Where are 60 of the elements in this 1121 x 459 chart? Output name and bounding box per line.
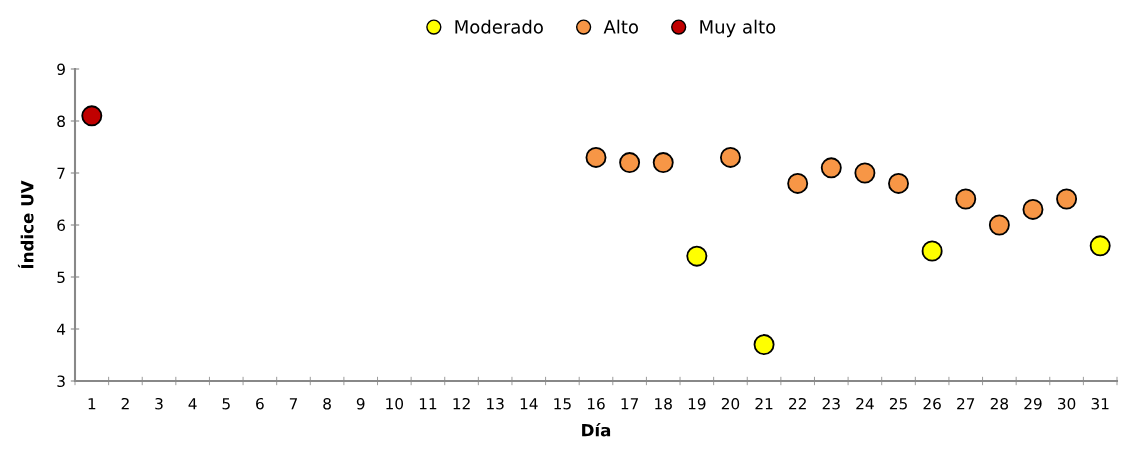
x-tick-label: 4 [188,398,197,410]
x-tick-label: 2 [121,397,129,410]
x-tick-label: 5 [222,398,230,410]
x-tick-label: 10 [386,397,404,410]
x-tick-label: 26 [923,397,941,410]
x-tick-label: 20 [721,397,740,410]
point [1056,188,1078,210]
x-tick-label: 28 [990,397,1009,410]
x-tick-label: 1 [88,398,96,410]
point [854,162,876,184]
point [955,188,977,210]
x-tick-label: 7 [289,398,298,410]
y-tick-label: 9 [57,63,65,76]
x-tick-label: 15 [554,398,571,410]
x-tick-label: 23 [822,397,840,410]
point [585,146,607,168]
point [921,240,943,262]
point [81,105,103,127]
x-tick-label: 22 [789,397,806,410]
point [820,157,842,179]
x-tick-label: 12 [453,397,470,410]
legend-label: Muy alto [700,19,776,38]
x-tick-label: 18 [655,397,672,410]
legend-label: Moderado [455,19,543,34]
y-axis-title: Índice UV [17,180,34,269]
x-tick-label: 9 [356,397,365,410]
x-tick-label: 21 [755,397,773,410]
x-tick-label: 17 [621,398,639,410]
point [787,172,809,194]
x-tick-label: 30 [1058,397,1076,410]
y-tick-label: 8 [57,115,65,128]
x-tick-label: 24 [856,397,874,410]
x-tick-label: 31 [1091,397,1109,410]
point [686,245,708,267]
y-tick-label: 3 [57,375,65,388]
x-tick-label: 11 [419,398,437,410]
y-tick-label: 4 [57,323,66,335]
x-tick-label: 25 [889,397,907,410]
legend-label: Alto [603,19,638,34]
x-tick-label: 14 [520,398,538,410]
x-tick-label: 8 [323,397,331,410]
x-tick-label: 19 [688,397,706,410]
point [888,172,909,194]
point [1089,235,1111,257]
point [988,214,1010,236]
y-tick-label: 6 [57,219,66,232]
x-tick-label: 16 [587,397,605,410]
x-tick-label: 3 [155,397,163,410]
point [619,152,641,174]
x-tick-label: 27 [957,397,975,410]
point [753,334,775,356]
x-tick-label: 29 [1024,397,1042,410]
y-tick-label: 5 [57,271,65,284]
x-tick-label: 6 [256,397,264,410]
x-tick-label: 13 [487,397,504,410]
point [719,146,741,168]
y-tick-label: 7 [57,167,65,179]
point [1022,198,1044,220]
point [652,152,674,174]
x-axis-title: Día [582,422,611,437]
